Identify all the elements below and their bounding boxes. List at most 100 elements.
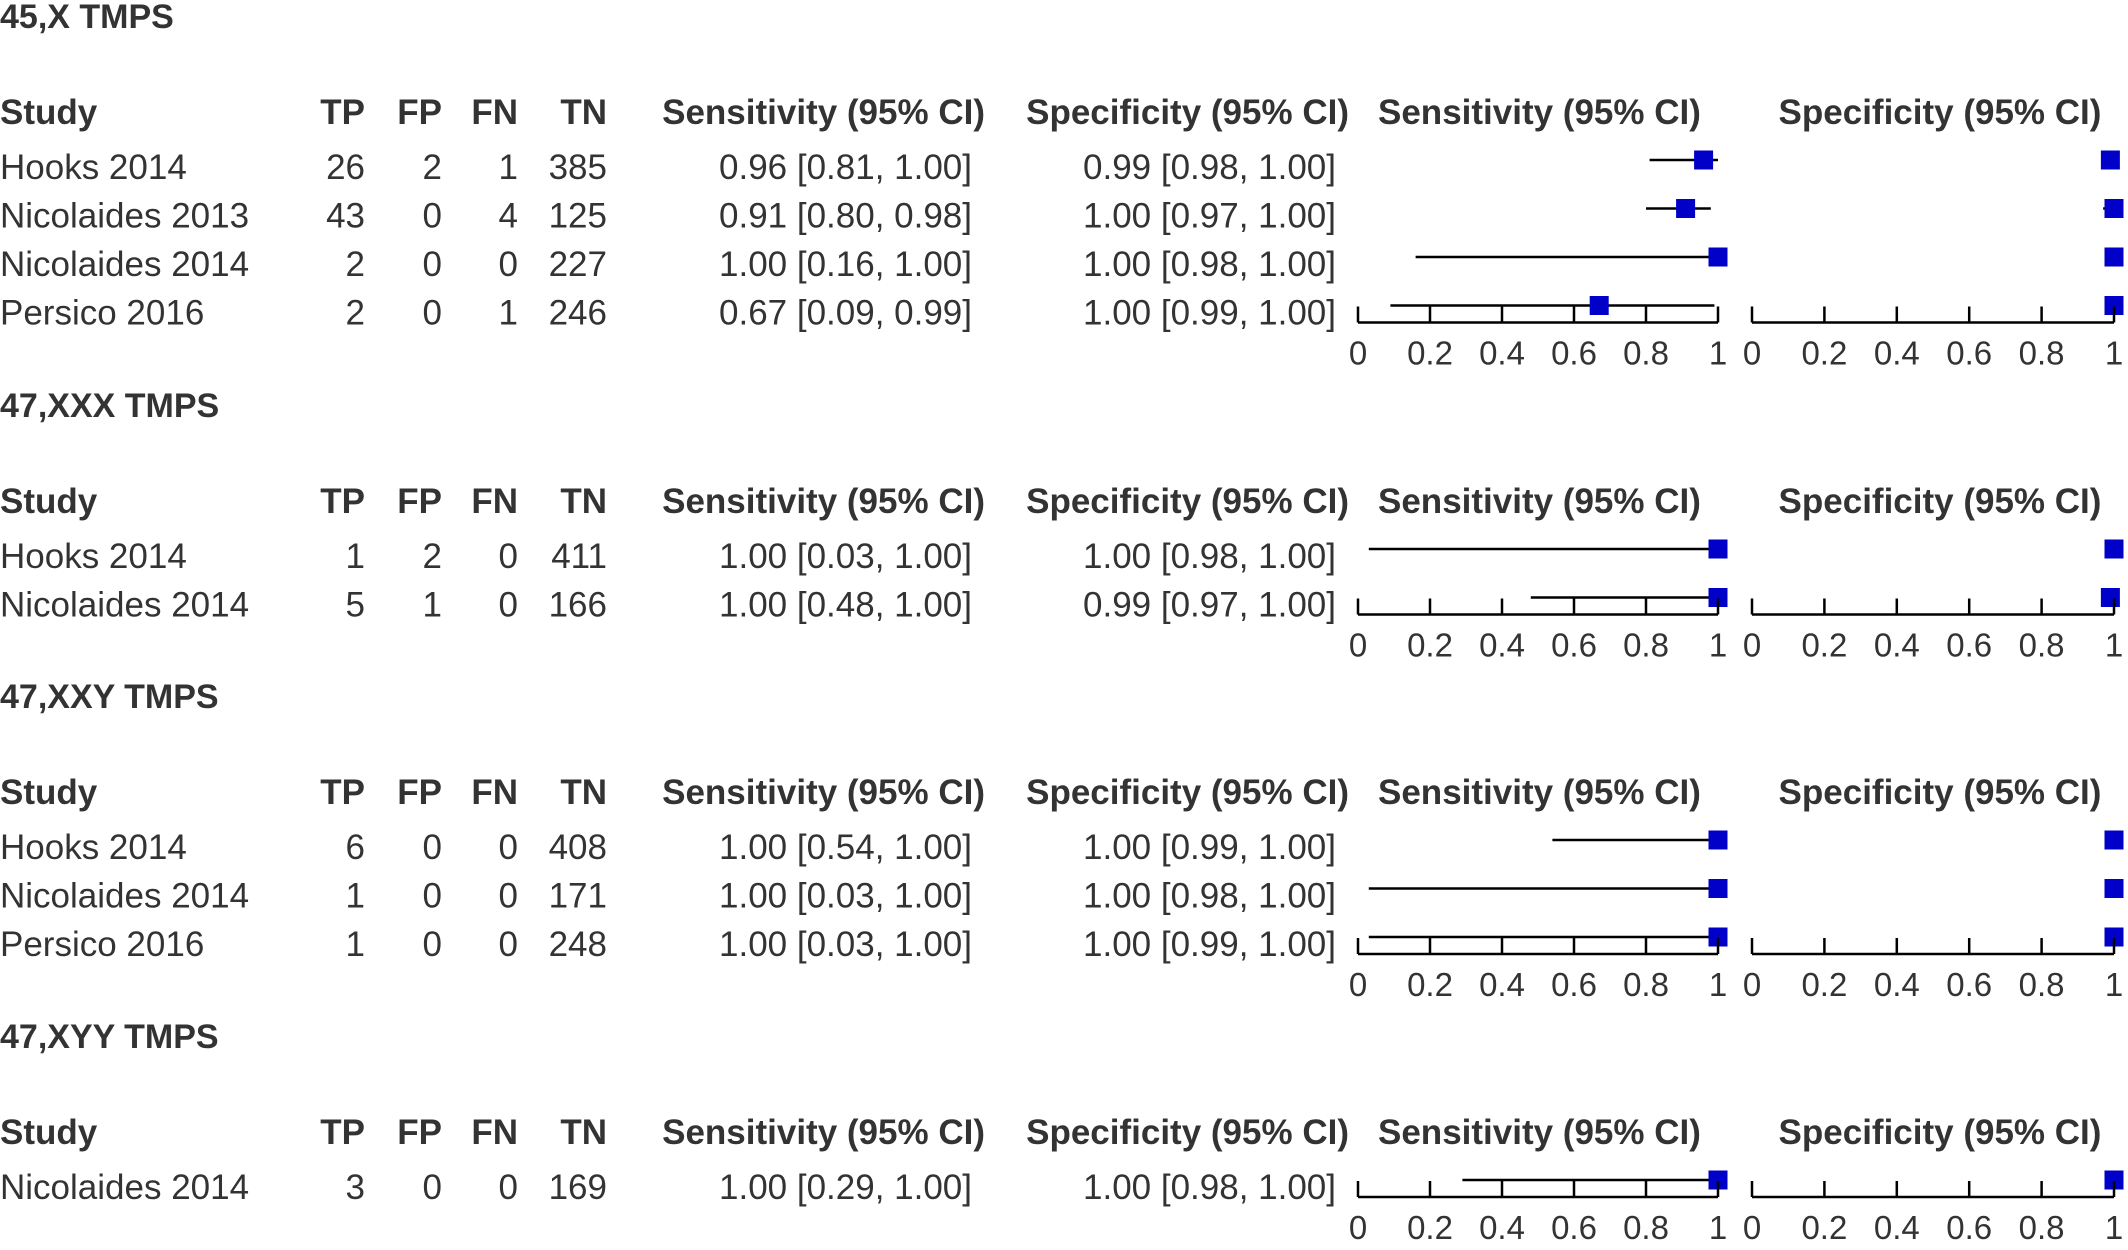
- header-specificity-plot: Specificity (95% CI): [1779, 1113, 2102, 1152]
- header-fp: FP: [397, 482, 442, 521]
- header-specificity: Specificity (95% CI): [1026, 482, 1349, 521]
- tick-label-sens-0-0: 0: [1349, 335, 1367, 372]
- sensitivity-ci-text: 1.00 [0.29, 1.00]: [719, 1168, 972, 1207]
- sensitivity-ci-text: 0.67 [0.09, 0.99]: [719, 294, 972, 333]
- header-fn: FN: [471, 1113, 518, 1152]
- sensitivity-point: [1708, 588, 1728, 607]
- tp-value: 5: [346, 586, 365, 625]
- tick-label-sens-1-1: 0.2: [1407, 627, 1453, 664]
- tick-label-spec-1-1: 0.2: [1801, 627, 1847, 664]
- sensitivity-point: [1676, 199, 1696, 218]
- sensitivity-point: [1589, 296, 1609, 315]
- specificity-point: [2100, 588, 2120, 607]
- specificity-point: [2100, 150, 2120, 170]
- tick-label-sens-2-2: 0.4: [1479, 966, 1525, 1003]
- sensitivity-ci-text: 1.00 [0.03, 1.00]: [719, 537, 972, 576]
- sensitivity-ci-text: 1.00 [0.54, 1.00]: [719, 828, 972, 867]
- section-title: 47,XXX TMPS: [0, 387, 219, 425]
- header-study: Study: [0, 1113, 98, 1152]
- sensitivity-point: [1708, 879, 1728, 898]
- sensitivity-point: [1708, 927, 1728, 947]
- tp-value: 3: [346, 1168, 365, 1207]
- header-specificity-plot: Specificity (95% CI): [1779, 773, 2102, 812]
- fn-value: 0: [499, 828, 518, 867]
- specificity-ci-text: 1.00 [0.99, 1.00]: [1083, 294, 1336, 333]
- header-fp: FP: [397, 93, 442, 132]
- fn-value: 0: [499, 586, 518, 625]
- specificity-point: [2104, 927, 2124, 947]
- specificity-point: [2104, 879, 2124, 898]
- specificity-point: [2104, 247, 2124, 267]
- tick-label-sens-3-2: 0.4: [1479, 1209, 1525, 1246]
- study-name: Nicolaides 2014: [0, 877, 249, 916]
- fp-value: 0: [423, 877, 442, 916]
- header-specificity-plot: Specificity (95% CI): [1779, 482, 2102, 521]
- tp-value: 43: [326, 197, 365, 236]
- fp-value: 0: [423, 294, 442, 333]
- specificity-point: [2104, 539, 2124, 559]
- header-specificity-plot: Specificity (95% CI): [1779, 93, 2102, 132]
- specificity-point: [2104, 830, 2124, 850]
- tick-label-spec-1-5: 1: [2105, 627, 2123, 664]
- study-name: Persico 2016: [0, 294, 204, 333]
- tick-label-spec-1-0: 0: [1743, 627, 1761, 664]
- tick-label-spec-2-0: 0: [1743, 966, 1761, 1003]
- fn-value: 0: [499, 1168, 518, 1207]
- study-name: Nicolaides 2014: [0, 1168, 249, 1207]
- tick-label-sens-0-3: 0.6: [1551, 335, 1597, 372]
- tick-label-spec-1-3: 0.6: [1946, 627, 1992, 664]
- study-name: Hooks 2014: [0, 828, 187, 867]
- tick-label-sens-1-2: 0.4: [1479, 627, 1525, 664]
- header-fn: FN: [471, 773, 518, 812]
- tn-value: 385: [549, 148, 607, 187]
- sensitivity-point: [1708, 830, 1728, 850]
- header-study: Study: [0, 482, 98, 521]
- specificity-ci-text: 0.99 [0.98, 1.00]: [1083, 148, 1336, 187]
- tick-label-spec-0-1: 0.2: [1801, 335, 1847, 372]
- tick-label-sens-0-2: 0.4: [1479, 335, 1525, 372]
- sensitivity-point: [1708, 539, 1728, 559]
- tp-value: 26: [326, 148, 365, 187]
- fp-value: 0: [423, 197, 442, 236]
- tick-label-spec-2-3: 0.6: [1946, 966, 1992, 1003]
- tick-label-sens-0-5: 1: [1709, 335, 1727, 372]
- sensitivity-ci-text: 1.00 [0.03, 1.00]: [719, 925, 972, 964]
- tp-value: 1: [346, 537, 365, 576]
- fp-value: 0: [423, 828, 442, 867]
- sensitivity-ci-text: 1.00 [0.48, 1.00]: [719, 586, 972, 625]
- tick-label-sens-2-4: 0.8: [1623, 966, 1669, 1003]
- header-specificity: Specificity (95% CI): [1026, 93, 1349, 132]
- tick-label-sens-3-1: 0.2: [1407, 1209, 1453, 1246]
- tick-label-sens-2-3: 0.6: [1551, 966, 1597, 1003]
- specificity-point: [2104, 1170, 2124, 1190]
- tick-label-spec-0-0: 0: [1743, 335, 1761, 372]
- tick-label-spec-2-2: 0.4: [1874, 966, 1920, 1003]
- tick-label-sens-0-1: 0.2: [1407, 335, 1453, 372]
- header-tp: TP: [320, 1113, 365, 1152]
- header-sensitivity: Sensitivity (95% CI): [662, 93, 985, 132]
- header-fn: FN: [471, 93, 518, 132]
- header-sensitivity-plot: Sensitivity (95% CI): [1378, 93, 1701, 132]
- tick-label-spec-3-3: 0.6: [1946, 1209, 1992, 1246]
- fn-value: 1: [499, 148, 518, 187]
- tick-label-sens-1-5: 1: [1709, 627, 1727, 664]
- fn-value: 0: [499, 925, 518, 964]
- header-sensitivity-plot: Sensitivity (95% CI): [1378, 773, 1701, 812]
- tn-value: 169: [549, 1168, 607, 1207]
- header-tn: TN: [560, 773, 607, 812]
- tick-label-sens-2-0: 0: [1349, 966, 1367, 1003]
- fp-value: 2: [423, 537, 442, 576]
- header-tp: TP: [320, 773, 365, 812]
- header-fp: FP: [397, 1113, 442, 1152]
- sensitivity-ci-text: 0.96 [0.81, 1.00]: [719, 148, 972, 187]
- tick-label-sens-1-3: 0.6: [1551, 627, 1597, 664]
- sensitivity-point: [1708, 247, 1728, 267]
- sensitivity-ci-text: 1.00 [0.16, 1.00]: [719, 245, 972, 284]
- study-name: Nicolaides 2014: [0, 586, 249, 625]
- tick-label-spec-1-2: 0.4: [1874, 627, 1920, 664]
- sensitivity-point: [1708, 1170, 1728, 1190]
- study-name: Hooks 2014: [0, 537, 187, 576]
- tn-value: 171: [549, 877, 607, 916]
- tn-value: 166: [549, 586, 607, 625]
- fn-value: 1: [499, 294, 518, 333]
